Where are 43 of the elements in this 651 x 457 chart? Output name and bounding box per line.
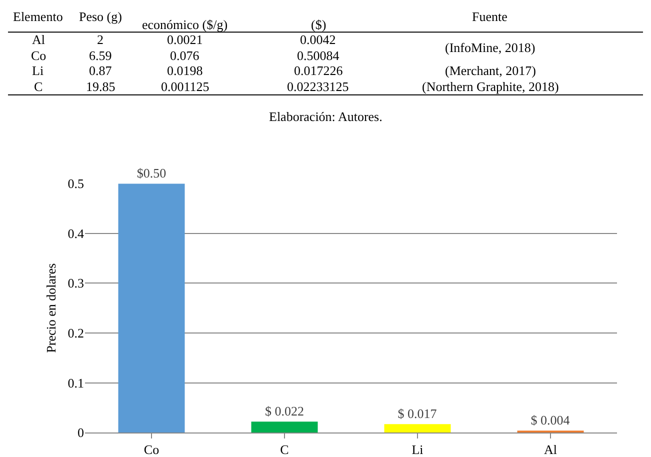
text: 0.0198	[167, 63, 203, 78]
x-tick-label: Al	[544, 442, 558, 457]
y-tick-label: 0.2	[68, 326, 84, 341]
x-tick-label: C	[280, 442, 289, 457]
text: Al	[32, 32, 45, 47]
text: 0.076	[170, 48, 200, 63]
text: 19.85	[86, 79, 116, 94]
y-tick-label: 0.5	[68, 176, 84, 192]
text: (Northern Graphite, 2018)	[422, 79, 559, 94]
data-label: $0.50	[136, 166, 166, 181]
text: (Merchant, 2017)	[445, 63, 536, 78]
x-tick-label: Li	[412, 442, 424, 457]
text: 0.87	[89, 63, 112, 78]
text: 0.50084	[297, 48, 340, 63]
text: 0.0021	[167, 32, 203, 47]
y-tick-label: 0	[78, 425, 84, 440]
y-axis-title: Precio en dolares	[44, 263, 59, 353]
y-tick-label: 0.4	[68, 226, 84, 241]
text: 0.0042	[300, 32, 336, 47]
text: (InfoMine, 2018)	[445, 40, 536, 55]
text: 0.02233125	[287, 79, 349, 94]
data-label: $ 0.022	[265, 404, 304, 419]
text: Co	[31, 48, 46, 63]
category-label: Elemento	[13, 9, 63, 24]
category-label: económico ($/g)	[142, 17, 228, 32]
text: 0.001125	[161, 79, 210, 94]
y-tick-label: 0.3	[68, 276, 84, 291]
category-label: ($)	[311, 17, 326, 32]
y-tick-label: 0.1	[68, 375, 84, 390]
text: 6.59	[89, 48, 112, 63]
text: C	[34, 79, 43, 94]
data-label: $ 0.017	[398, 406, 438, 422]
category-label: Fuente	[472, 9, 508, 24]
bar	[118, 184, 185, 433]
bar	[384, 424, 451, 433]
x-tick-label: Co	[144, 442, 160, 457]
category-label: Peso (g)	[79, 9, 122, 24]
text: Elaboración: Autores.	[269, 109, 382, 124]
text: Li	[32, 63, 44, 78]
bar	[251, 422, 318, 433]
text: 2	[97, 32, 104, 47]
text: 0.017226	[294, 63, 343, 78]
data-label: $ 0.004	[530, 412, 570, 428]
